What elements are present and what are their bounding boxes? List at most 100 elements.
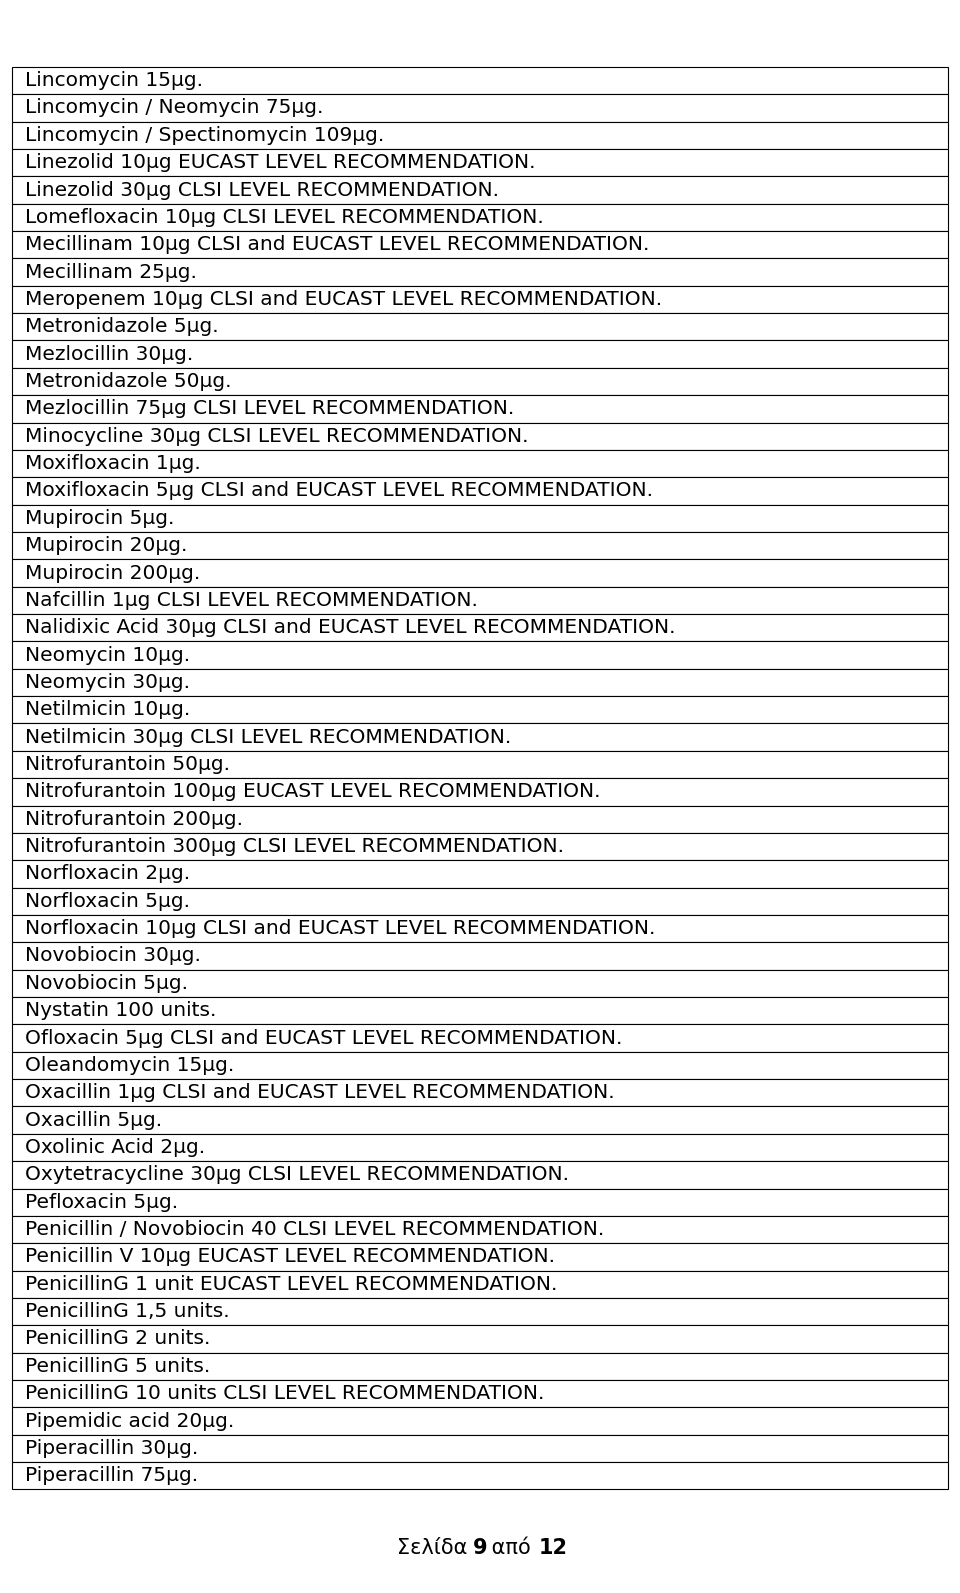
Text: 12: 12 xyxy=(539,1539,568,1558)
Bar xyxy=(12,1134,948,1161)
Text: PenicillinG 5 units.: PenicillinG 5 units. xyxy=(25,1357,210,1376)
Bar xyxy=(12,779,948,806)
Text: Pefloxacin 5μg.: Pefloxacin 5μg. xyxy=(25,1193,179,1212)
Bar xyxy=(12,806,948,833)
Bar xyxy=(12,943,948,970)
Bar xyxy=(12,368,948,395)
Bar xyxy=(12,395,948,422)
Text: Oxolinic Acid 2μg.: Oxolinic Acid 2μg. xyxy=(25,1137,205,1157)
Bar xyxy=(12,478,948,505)
Text: Pipemidic acid 20μg.: Pipemidic acid 20μg. xyxy=(25,1411,234,1431)
Bar xyxy=(12,1462,948,1489)
Text: Mupirocin 20μg.: Mupirocin 20μg. xyxy=(25,537,187,554)
Bar xyxy=(12,833,948,860)
Text: PenicillinG 10 units CLSI LEVEL RECOMMENDATION.: PenicillinG 10 units CLSI LEVEL RECOMMEN… xyxy=(25,1384,544,1403)
Bar xyxy=(12,532,948,559)
Bar xyxy=(12,1107,948,1134)
Text: Moxifloxacin 5μg CLSI and EUCAST LEVEL RECOMMENDATION.: Moxifloxacin 5μg CLSI and EUCAST LEVEL R… xyxy=(25,481,653,500)
Bar xyxy=(12,204,948,231)
Bar xyxy=(12,997,948,1024)
Text: Netilmicin 10μg.: Netilmicin 10μg. xyxy=(25,701,190,720)
Text: Mecillinam 25μg.: Mecillinam 25μg. xyxy=(25,263,197,282)
Text: Metronidazole 5μg.: Metronidazole 5μg. xyxy=(25,317,219,336)
Bar xyxy=(12,1380,948,1407)
Text: Neomycin 30μg.: Neomycin 30μg. xyxy=(25,672,190,691)
Text: Nitrofurantoin 200μg.: Nitrofurantoin 200μg. xyxy=(25,809,243,828)
Text: Norfloxacin 10μg CLSI and EUCAST LEVEL RECOMMENDATION.: Norfloxacin 10μg CLSI and EUCAST LEVEL R… xyxy=(25,919,656,938)
Bar xyxy=(12,1078,948,1107)
Bar xyxy=(12,1407,948,1435)
Text: PenicillinG 1 unit EUCAST LEVEL RECOMMENDATION.: PenicillinG 1 unit EUCAST LEVEL RECOMMEN… xyxy=(25,1274,558,1294)
Text: PenicillinG 1,5 units.: PenicillinG 1,5 units. xyxy=(25,1301,229,1321)
Text: PenicillinG 2 units.: PenicillinG 2 units. xyxy=(25,1330,210,1349)
Text: 9: 9 xyxy=(472,1539,488,1558)
Text: Penicillin V 10μg EUCAST LEVEL RECOMMENDATION.: Penicillin V 10μg EUCAST LEVEL RECOMMEND… xyxy=(25,1247,555,1266)
Text: Norfloxacin 5μg.: Norfloxacin 5μg. xyxy=(25,892,190,911)
Text: Novobiocin 30μg.: Novobiocin 30μg. xyxy=(25,946,201,965)
Bar xyxy=(12,150,948,177)
Bar xyxy=(12,750,948,777)
Text: Σελίδα: Σελίδα xyxy=(396,1539,474,1558)
Bar xyxy=(12,586,948,613)
Bar xyxy=(12,121,948,150)
Text: Oxacillin 1μg CLSI and EUCAST LEVEL RECOMMENDATION.: Oxacillin 1μg CLSI and EUCAST LEVEL RECO… xyxy=(25,1083,614,1102)
Text: Penicillin / Novobiocin 40 CLSI LEVEL RECOMMENDATION.: Penicillin / Novobiocin 40 CLSI LEVEL RE… xyxy=(25,1220,604,1239)
Bar xyxy=(12,860,948,887)
Text: Nafcillin 1μg CLSI LEVEL RECOMMENDATION.: Nafcillin 1μg CLSI LEVEL RECOMMENDATION. xyxy=(25,591,478,610)
Bar xyxy=(12,970,948,997)
Bar xyxy=(12,723,948,750)
Bar xyxy=(12,285,948,314)
Bar xyxy=(12,1271,948,1298)
Bar xyxy=(12,914,948,943)
Bar xyxy=(12,696,948,723)
Text: Lincomycin / Neomycin 75μg.: Lincomycin / Neomycin 75μg. xyxy=(25,99,324,118)
Bar xyxy=(12,341,948,368)
Text: Oleandomycin 15μg.: Oleandomycin 15μg. xyxy=(25,1056,234,1075)
Text: Oxacillin 5μg.: Oxacillin 5μg. xyxy=(25,1110,162,1129)
Bar xyxy=(12,1024,948,1051)
Bar xyxy=(12,559,948,586)
Text: Linezolid 30μg CLSI LEVEL RECOMMENDATION.: Linezolid 30μg CLSI LEVEL RECOMMENDATION… xyxy=(25,180,499,199)
Text: Nitrofurantoin 100μg EUCAST LEVEL RECOMMENDATION.: Nitrofurantoin 100μg EUCAST LEVEL RECOMM… xyxy=(25,782,600,801)
Bar xyxy=(12,177,948,204)
Bar xyxy=(12,1325,948,1352)
Text: Lincomycin / Spectinomycin 109μg.: Lincomycin / Spectinomycin 109μg. xyxy=(25,126,384,145)
Text: Novobiocin 5μg.: Novobiocin 5μg. xyxy=(25,973,188,992)
Text: Nitrofurantoin 300μg CLSI LEVEL RECOMMENDATION.: Nitrofurantoin 300μg CLSI LEVEL RECOMMEN… xyxy=(25,836,564,855)
Bar xyxy=(12,1435,948,1462)
Text: Lomefloxacin 10μg CLSI LEVEL RECOMMENDATION.: Lomefloxacin 10μg CLSI LEVEL RECOMMENDAT… xyxy=(25,207,543,226)
Text: Lincomycin 15μg.: Lincomycin 15μg. xyxy=(25,72,203,91)
Text: Oxytetracycline 30μg CLSI LEVEL RECOMMENDATION.: Oxytetracycline 30μg CLSI LEVEL RECOMMEN… xyxy=(25,1166,569,1184)
Bar xyxy=(12,1161,948,1188)
Text: Linezolid 10μg EUCAST LEVEL RECOMMENDATION.: Linezolid 10μg EUCAST LEVEL RECOMMENDATI… xyxy=(25,153,536,172)
Bar xyxy=(12,314,948,341)
Text: Norfloxacin 2μg.: Norfloxacin 2μg. xyxy=(25,865,190,884)
Text: Mecillinam 10μg CLSI and EUCAST LEVEL RECOMMENDATION.: Mecillinam 10μg CLSI and EUCAST LEVEL RE… xyxy=(25,236,649,255)
Text: Mezlocillin 75μg CLSI LEVEL RECOMMENDATION.: Mezlocillin 75μg CLSI LEVEL RECOMMENDATI… xyxy=(25,400,515,419)
Bar xyxy=(12,231,948,258)
Text: Neomycin 10μg.: Neomycin 10μg. xyxy=(25,645,190,664)
Bar xyxy=(12,613,948,642)
Text: Meropenem 10μg CLSI and EUCAST LEVEL RECOMMENDATION.: Meropenem 10μg CLSI and EUCAST LEVEL REC… xyxy=(25,290,662,309)
Bar xyxy=(12,94,948,121)
Bar xyxy=(12,258,948,285)
Bar xyxy=(12,669,948,696)
Text: Nitrofurantoin 50μg.: Nitrofurantoin 50μg. xyxy=(25,755,230,774)
Bar xyxy=(12,449,948,478)
Bar xyxy=(12,1352,948,1380)
Bar xyxy=(12,887,948,914)
Text: Ofloxacin 5μg CLSI and EUCAST LEVEL RECOMMENDATION.: Ofloxacin 5μg CLSI and EUCAST LEVEL RECO… xyxy=(25,1029,622,1048)
Bar xyxy=(12,642,948,669)
Bar xyxy=(12,1298,948,1325)
Text: από: από xyxy=(485,1539,538,1558)
Bar xyxy=(12,1243,948,1271)
Bar xyxy=(12,422,948,449)
Text: Minocycline 30μg CLSI LEVEL RECOMMENDATION.: Minocycline 30μg CLSI LEVEL RECOMMENDATI… xyxy=(25,427,528,446)
Text: Moxifloxacin 1μg.: Moxifloxacin 1μg. xyxy=(25,454,201,473)
Bar xyxy=(12,1051,948,1078)
Bar xyxy=(12,1188,948,1215)
Text: Mupirocin 200μg.: Mupirocin 200μg. xyxy=(25,564,201,583)
Text: Mezlocillin 30μg.: Mezlocillin 30μg. xyxy=(25,344,193,363)
Text: Nystatin 100 units.: Nystatin 100 units. xyxy=(25,1002,216,1020)
Text: Piperacillin 75μg.: Piperacillin 75μg. xyxy=(25,1466,198,1485)
